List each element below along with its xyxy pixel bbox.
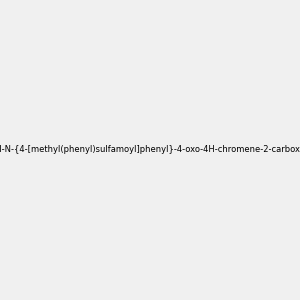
Text: 6-ethyl-N-{4-[methyl(phenyl)sulfamoyl]phenyl}-4-oxo-4H-chromene-2-carboxamide: 6-ethyl-N-{4-[methyl(phenyl)sulfamoyl]ph… (0, 146, 300, 154)
